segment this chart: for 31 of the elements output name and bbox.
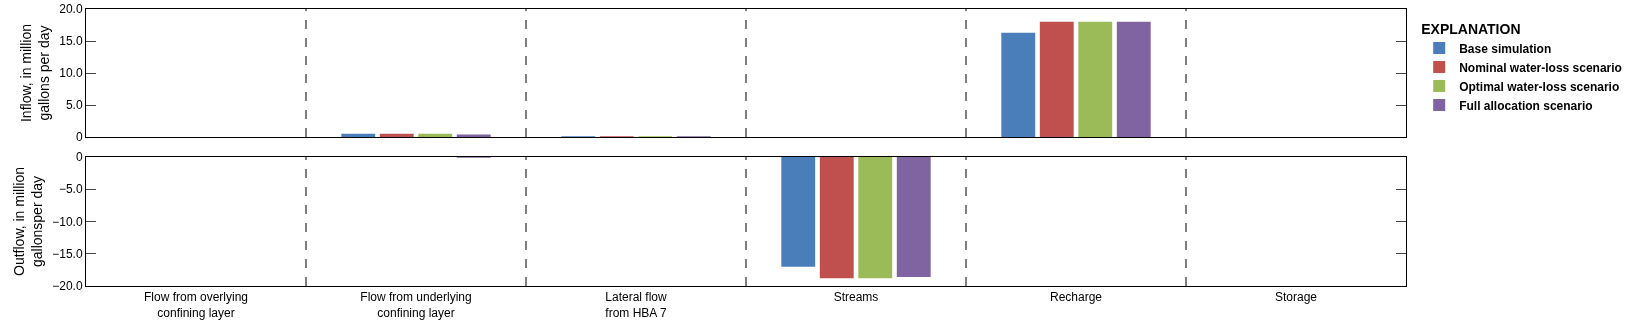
y-tick-label: −20.0 [52,279,83,294]
y-tick-label: 10.0 [59,66,83,81]
bar [1078,21,1113,137]
bar [1116,21,1151,137]
legend-label: Optimal water-loss scenario [1459,79,1620,94]
x-tick-label: Flow from overlying confining layer [143,290,249,320]
y-axis-title: Outflow, in million gallonsper day [10,167,45,276]
y-tick-label: 0 [75,150,83,165]
legend-label: Base simulation [1459,41,1552,56]
bar [1001,32,1036,137]
x-tick-label: Recharge [1049,290,1103,305]
y-tick-label: −10.0 [52,214,83,229]
bar [1039,21,1074,137]
legend-label: Nominal water-loss scenario [1459,60,1622,75]
bar [456,134,491,137]
y-tick-label: 0 [75,130,83,145]
x-tick-label: Streams [833,290,879,305]
y-tick-label: −5.0 [58,182,83,197]
x-tick-label: Storage [1274,290,1318,305]
bar [379,133,414,137]
bar [341,133,376,137]
legend-title: EXPLANATION [1421,20,1521,37]
y-axis-title: Inflow, in million gallons per day [17,23,52,123]
bar [418,133,453,137]
legend-label: Full allocation scenario [1459,98,1593,113]
y-tick-label: 5.0 [65,98,83,113]
y-tick-label: 15.0 [59,34,83,49]
x-tick-label: Lateral flow from HBA 7 [605,290,668,320]
y-tick-label: −15.0 [52,246,83,261]
y-tick-label: 20.0 [59,2,83,17]
x-tick-label: Flow from underlying confining layer [360,290,472,320]
